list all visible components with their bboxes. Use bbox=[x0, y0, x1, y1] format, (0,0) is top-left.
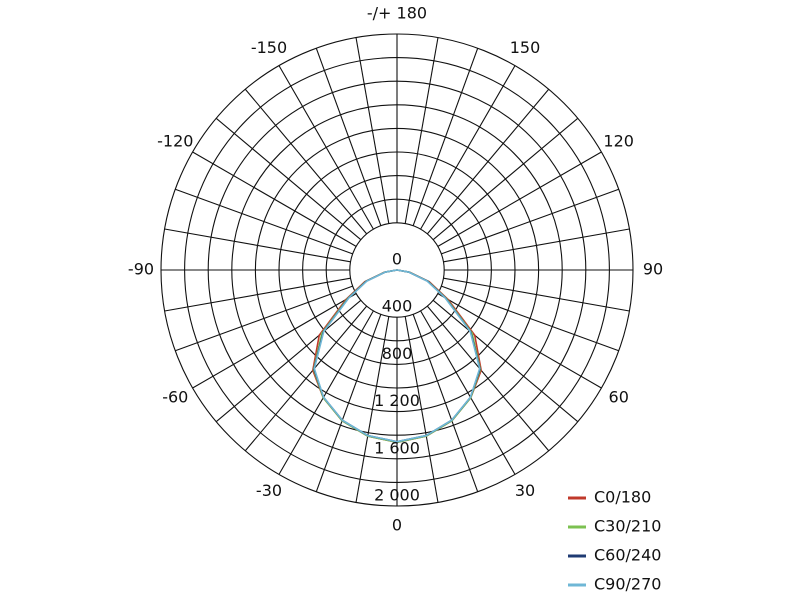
radial-tick-label: 1 200 bbox=[374, 391, 420, 410]
grid-spoke bbox=[420, 310, 516, 475]
grid-spoke bbox=[441, 285, 619, 352]
grid-spoke bbox=[441, 188, 619, 255]
grid-spoke bbox=[420, 65, 516, 230]
grid-spoke bbox=[355, 316, 390, 503]
angle-tick-label: 90 bbox=[643, 260, 663, 279]
grid-spoke bbox=[215, 299, 362, 423]
grid-spoke bbox=[244, 305, 368, 452]
grid-spoke bbox=[426, 88, 550, 235]
grid-spoke bbox=[443, 277, 630, 312]
grid-spoke bbox=[404, 37, 439, 224]
grid-spoke bbox=[278, 310, 374, 475]
grid-spoke bbox=[244, 88, 368, 235]
angle-tick-label: -90 bbox=[128, 260, 154, 279]
grid-spoke bbox=[315, 48, 382, 226]
grid-spoke bbox=[355, 37, 390, 224]
radial-tick-label: 0 bbox=[392, 250, 402, 269]
grid-spoke bbox=[192, 293, 357, 389]
grid-spoke bbox=[175, 285, 353, 352]
angle-tick-label: 60 bbox=[609, 388, 629, 407]
grid-spoke bbox=[437, 151, 602, 247]
grid-spoke bbox=[437, 293, 602, 389]
angle-tick-label: -150 bbox=[251, 38, 287, 57]
grid-spoke bbox=[192, 151, 357, 247]
angle-tick-label: -120 bbox=[157, 132, 193, 151]
grid-spoke bbox=[175, 188, 353, 255]
radial-tick-label: 1 600 bbox=[374, 438, 420, 457]
legend-label: C90/270 bbox=[594, 575, 661, 594]
grid-spoke bbox=[164, 228, 351, 263]
angle-tick-label: 0 bbox=[392, 516, 402, 535]
grid-spoke bbox=[315, 314, 382, 492]
grid-spoke bbox=[412, 48, 479, 226]
angle-tick-label: -60 bbox=[162, 388, 188, 407]
grid-spoke bbox=[432, 117, 579, 241]
grid-spoke bbox=[215, 117, 362, 241]
grid-spoke bbox=[432, 299, 579, 423]
angle-tick-label: 30 bbox=[515, 481, 535, 500]
radial-tick-label: 400 bbox=[382, 297, 413, 316]
angle-tick-label: -30 bbox=[256, 481, 282, 500]
radial-tick-label: 2 000 bbox=[374, 486, 420, 505]
angle-tick-label: 150 bbox=[510, 38, 541, 57]
series-line bbox=[313, 269, 481, 443]
grid-spoke bbox=[412, 314, 479, 492]
angle-tick-label: -/+ 180 bbox=[367, 4, 427, 23]
radial-tick-label: 800 bbox=[382, 344, 413, 363]
grid-spoke bbox=[426, 305, 550, 452]
angle-tick-label: 120 bbox=[603, 132, 634, 151]
legend-label: C60/240 bbox=[594, 546, 661, 565]
grid-spoke bbox=[278, 65, 374, 230]
legend-label: C30/210 bbox=[594, 517, 661, 536]
grid-spoke bbox=[404, 316, 439, 503]
grid-spoke bbox=[164, 277, 351, 312]
grid-spoke bbox=[443, 228, 630, 263]
legend-label: C0/180 bbox=[594, 488, 651, 507]
